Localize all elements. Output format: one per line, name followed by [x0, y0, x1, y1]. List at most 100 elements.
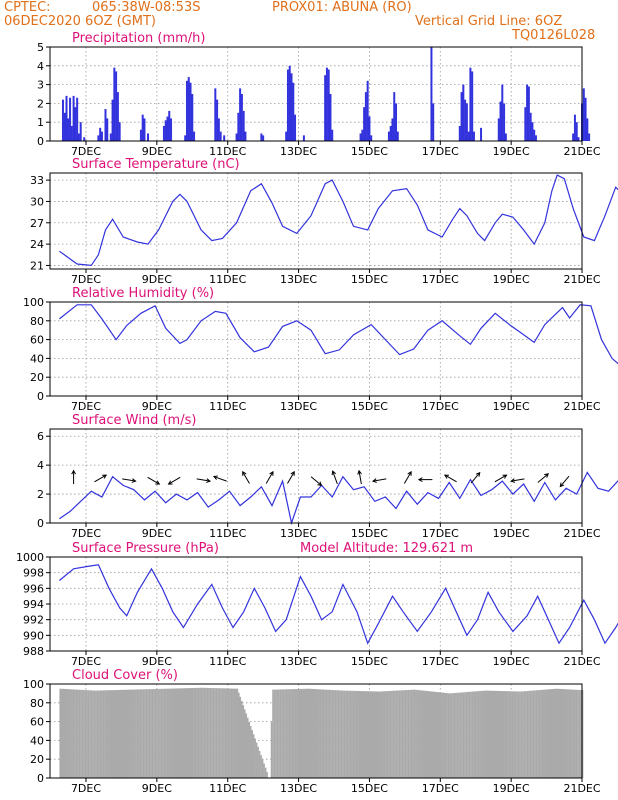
- ytick-label: 33: [30, 174, 44, 187]
- cloud-bar: [523, 691, 526, 778]
- ytick-label: 1: [37, 116, 44, 129]
- wind-arrow: [265, 471, 274, 484]
- ytick-label: 30: [30, 195, 44, 208]
- ytick-label: 60: [30, 334, 44, 347]
- series-line-temp: [59, 174, 618, 267]
- cloud-bar: [392, 690, 395, 778]
- series-line-rh: [59, 304, 618, 365]
- cloud-bar: [174, 688, 176, 778]
- precip-bar: [584, 97, 587, 141]
- cloud-bar: [400, 690, 402, 778]
- precip-bar: [288, 65, 291, 141]
- ytick-label: 100: [23, 678, 44, 691]
- xtick-label: 21DEC: [563, 400, 600, 413]
- xtick-label: 15DEC: [351, 400, 388, 413]
- cloud-bar: [74, 689, 76, 778]
- cloud-bar: [194, 687, 197, 778]
- cloud-bar: [235, 688, 237, 778]
- precip-bar: [185, 80, 188, 141]
- precip-bar: [389, 125, 392, 141]
- cloud-bar: [306, 688, 309, 778]
- ytick-label: 40: [30, 734, 44, 747]
- cloud-bar: [557, 688, 560, 778]
- ytick-label: 996: [23, 582, 44, 595]
- cloud-bar: [403, 690, 405, 778]
- cloud-bar: [118, 689, 121, 778]
- cloud-bar: [431, 691, 434, 778]
- cloud-bar: [479, 691, 481, 778]
- cloud-bar: [101, 690, 103, 778]
- cloud-bar: [321, 689, 323, 778]
- cloud-bar: [362, 691, 365, 778]
- xtick-label: 21DEC: [563, 655, 600, 668]
- xtick-label: 13DEC: [280, 527, 317, 540]
- wind-arrow-head: [331, 470, 337, 476]
- cloud-bar: [333, 690, 335, 778]
- cloud-bar: [459, 692, 462, 778]
- cloud-bar: [546, 689, 548, 778]
- cloud-bar: [202, 687, 204, 778]
- cloud-bar: [351, 690, 353, 778]
- wind-arrow: [242, 471, 250, 484]
- cloud-bar: [559, 688, 562, 778]
- cloud-bar: [571, 689, 573, 778]
- panel-precip: Precipitation (mm/h) 0 1 2 3 4 5 7DEC 9DEC 11DEC 1…: [37, 31, 601, 158]
- cloud-bar: [182, 688, 185, 778]
- precip-bar: [100, 131, 103, 141]
- cloud-bar: [205, 687, 207, 778]
- cloud-bar: [581, 690, 584, 778]
- wind-arrow-head: [269, 470, 274, 476]
- precip-bar: [331, 129, 334, 141]
- panel-title-precip: Precipitation (mm/h): [72, 31, 205, 46]
- wind-arrow-head: [502, 474, 508, 479]
- cloud-bar: [89, 690, 91, 778]
- cloud-bar: [461, 692, 463, 778]
- cloud-bar: [580, 690, 582, 778]
- cloud-bar: [190, 688, 192, 778]
- cloud-bar: [191, 688, 194, 778]
- cloud-bar: [65, 689, 67, 778]
- cloud-bar: [331, 689, 334, 778]
- precip-bar: [364, 92, 367, 141]
- cloud-bar: [519, 691, 521, 778]
- cloud-bar: [510, 691, 512, 778]
- precip-bar: [292, 82, 295, 141]
- panel-subtitle-pres: Model Altitude: 129.621 m: [300, 541, 473, 556]
- cloud-bar: [348, 690, 350, 778]
- precip-bar: [237, 112, 240, 141]
- cloud-bar: [541, 689, 544, 778]
- xtick-label: 21DEC: [563, 782, 600, 795]
- cloud-bar: [291, 689, 294, 778]
- cloud-bar: [563, 689, 566, 778]
- cloud-bar: [407, 689, 410, 778]
- cloud-bar: [365, 691, 368, 778]
- series-line-wind: [59, 471, 618, 526]
- cloud-bar: [105, 690, 108, 778]
- precip-bar: [141, 114, 144, 141]
- cloud-bar: [147, 689, 149, 778]
- precip-bar: [139, 129, 142, 141]
- cloud-bar: [535, 690, 538, 778]
- cloud-bar: [59, 688, 62, 778]
- cloud-bar: [307, 688, 310, 778]
- precip-bar: [285, 131, 288, 141]
- precip-bar: [168, 110, 171, 141]
- ytick-label: 994: [23, 598, 44, 611]
- cloud-bar: [507, 691, 509, 778]
- ytick-label: 24: [30, 238, 44, 251]
- cloud-bar: [175, 688, 178, 778]
- cloud-bar: [99, 690, 102, 778]
- precip-bar: [387, 131, 390, 141]
- cloud-bar: [418, 690, 420, 778]
- xtick-label: 17DEC: [422, 527, 459, 540]
- precip-bar: [189, 82, 192, 141]
- cloud-bar: [358, 690, 361, 778]
- cloud-bar: [121, 689, 124, 778]
- cloud-bar: [426, 691, 429, 778]
- cloud-bar: [473, 691, 475, 778]
- ytick-label: 27: [30, 217, 44, 230]
- ytick-label: 5: [37, 41, 44, 54]
- cloud-bar: [438, 692, 441, 778]
- cloud-bar: [389, 690, 392, 778]
